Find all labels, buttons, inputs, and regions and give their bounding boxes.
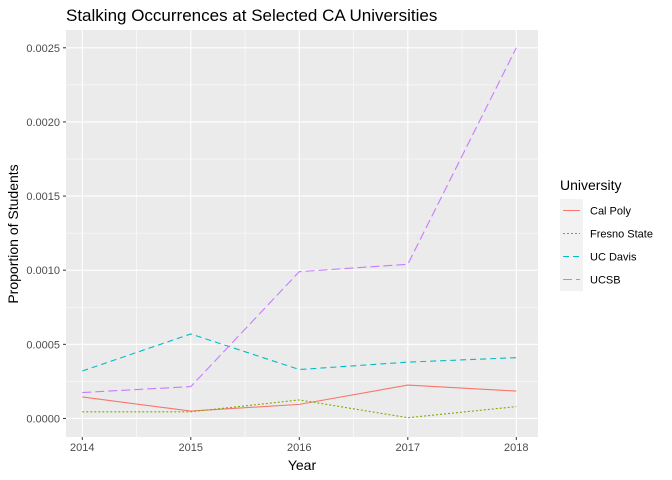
x-tick-label: 2014 (70, 442, 94, 454)
y-axis: 0.0000 0.0005 0.0010 0.0015 0.0020 0.0025 (26, 43, 66, 425)
y-axis-title: Proportion of Students (5, 164, 21, 303)
x-axis: 2014 2015 2016 2017 2018 (70, 437, 529, 454)
legend-label: Fresno State (590, 229, 653, 241)
series-line-ucsb (82, 47, 517, 394)
y-tick-label: 0.0015 (26, 191, 60, 203)
y-tick-label: 0.0000 (26, 413, 60, 425)
chart-title: Stalking Occurrences at Selected CA Univ… (66, 6, 437, 25)
series-line-uc-davis (82, 333, 517, 372)
series-lines (82, 47, 517, 419)
y-tick-label: 0.0020 (26, 117, 60, 129)
legend-key (560, 245, 583, 268)
y-tick-label: 0.0010 (26, 265, 60, 277)
legend: University Cal Poly Fresno State UC Davis U… (560, 177, 653, 291)
x-tick-label: 2018 (504, 442, 528, 454)
series-line-fresno-state (82, 399, 517, 419)
x-tick-label: 2016 (287, 442, 311, 454)
y-tick-label: 0.0025 (26, 43, 60, 55)
y-tick-label: 0.0005 (26, 339, 60, 351)
major-gridlines (66, 30, 538, 437)
series-line-cal-poly (82, 384, 517, 412)
x-tick-label: 2017 (396, 442, 420, 454)
legend-label: Cal Poly (590, 206, 631, 218)
legend-label: UC Davis (590, 252, 637, 264)
x-axis-title: Year (288, 457, 317, 473)
legend-label: UCSB (590, 275, 621, 287)
minor-gridlines (66, 30, 538, 437)
legend-title: University (560, 177, 621, 193)
x-tick-label: 2015 (179, 442, 203, 454)
